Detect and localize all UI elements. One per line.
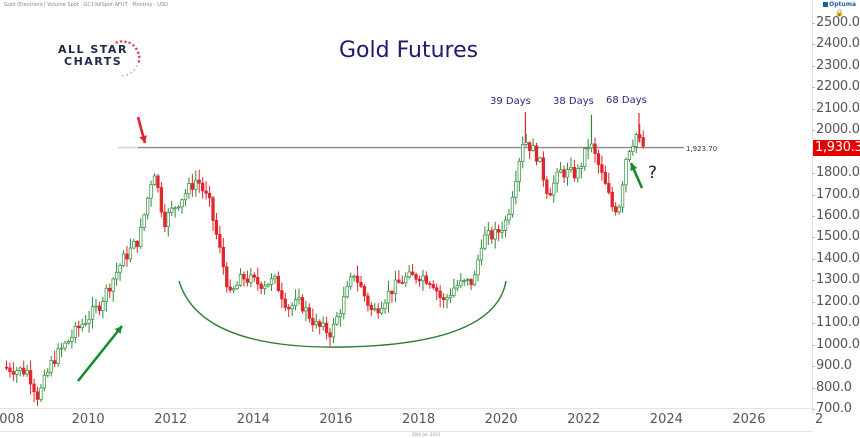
green-arrow-up-right bbox=[629, 162, 644, 189]
peak-label-2023: 68 Days bbox=[606, 95, 647, 106]
optuma-icon bbox=[823, 2, 829, 7]
svg-text:★: ★ bbox=[133, 68, 136, 72]
last-price-tag: 1,930.3 bbox=[813, 140, 860, 156]
svg-text:★: ★ bbox=[127, 41, 132, 47]
x-axis[interactable]: 2008 2010 2012 2014 2016 2018 2020 2022 2024 2026… bbox=[0, 408, 823, 432]
y-tick-label: 2400.0 bbox=[812, 36, 860, 52]
y-tick-label: 1400.0 bbox=[812, 250, 860, 266]
peak-label-2020: 39 Days bbox=[490, 96, 531, 107]
question-mark: ? bbox=[648, 163, 658, 183]
svg-text:★: ★ bbox=[119, 39, 124, 45]
svg-text:★: ★ bbox=[123, 39, 128, 45]
red-arrow-down-icon bbox=[136, 116, 147, 144]
x-tick-label: 2012 bbox=[154, 412, 188, 427]
y-tick-label: 2100.0 bbox=[812, 100, 860, 116]
x-tick-label: 2 bbox=[815, 412, 824, 427]
y-tick-label: 1200.0 bbox=[812, 293, 860, 309]
candles bbox=[4, 124, 645, 406]
x-tick-label: 2014 bbox=[236, 412, 270, 427]
x-tick-label: 2020 bbox=[484, 412, 518, 427]
y-tick-label: 1800.0 bbox=[812, 165, 860, 181]
instrument-header: Gold (Electronic) Volume Spot · GC1VolSp… bbox=[4, 2, 168, 8]
y-tick-label: 900.0 bbox=[812, 358, 852, 374]
svg-text:★: ★ bbox=[122, 74, 125, 78]
y-tick-label: 1100.0 bbox=[812, 315, 860, 331]
y-tick-label: 2200.0 bbox=[812, 79, 860, 95]
y-tick-label: 1300.0 bbox=[812, 272, 860, 288]
y-tick-label: 2000.0 bbox=[812, 122, 860, 138]
svg-text:★: ★ bbox=[134, 46, 139, 52]
y-tick-label: 2300.0 bbox=[812, 57, 860, 73]
x-tick-label: 2008 bbox=[0, 412, 25, 427]
y-axis[interactable]: 2500.02400.02300.02200.02100.02000.01900… bbox=[812, 0, 860, 416]
svg-text:★: ★ bbox=[115, 40, 120, 46]
svg-text:★: ★ bbox=[136, 50, 141, 56]
svg-text:★: ★ bbox=[131, 43, 136, 49]
y-tick-label: 2500.0 bbox=[812, 15, 860, 30]
y-tick-label: 1700.0 bbox=[812, 186, 860, 202]
footer-date: 26th Jun 2023 bbox=[412, 432, 441, 437]
y-tick-label: 1500.0 bbox=[812, 229, 860, 245]
brand-logo: Optuma bbox=[823, 1, 856, 8]
rounded-base-arc bbox=[178, 280, 507, 348]
svg-text:★: ★ bbox=[135, 64, 138, 68]
svg-text:★: ★ bbox=[137, 55, 142, 61]
lock-icon[interactable]: 🔒 bbox=[835, 9, 844, 17]
brand-name: Optuma bbox=[829, 1, 856, 8]
level-value-label: 1,923.70 bbox=[686, 145, 718, 153]
chart-title: Gold Futures bbox=[339, 38, 479, 63]
x-tick-label: 2016 bbox=[319, 412, 353, 427]
x-tick-label: 2010 bbox=[71, 412, 105, 427]
x-tick-label: 2022 bbox=[567, 412, 601, 427]
svg-text:★: ★ bbox=[137, 59, 142, 65]
logo-line2: CHARTS bbox=[64, 55, 123, 68]
y-tick-label: 800.0 bbox=[812, 379, 852, 395]
peak-label-2022: 38 Days bbox=[553, 96, 594, 107]
x-tick-label: 2018 bbox=[402, 412, 436, 427]
y-tick-label: 700.0 bbox=[812, 401, 852, 416]
svg-text:★: ★ bbox=[130, 71, 133, 75]
price-chart[interactable] bbox=[0, 0, 812, 408]
logo-line1: ALL STAR bbox=[58, 43, 128, 56]
all-star-charts-logo: ALL STAR CHARTS bbox=[58, 44, 128, 68]
y-tick-label: 1600.0 bbox=[812, 208, 860, 223]
svg-text:★: ★ bbox=[126, 73, 129, 77]
x-tick-label: 2026 bbox=[732, 412, 766, 427]
y-tick-label: 1000.0 bbox=[812, 336, 860, 352]
x-tick-label: 2024 bbox=[649, 412, 683, 427]
stars-arc-icon: ★ ★ ★ ★ ★★★★★★★★★★ bbox=[115, 39, 142, 78]
green-arrow-up-left bbox=[76, 325, 124, 382]
